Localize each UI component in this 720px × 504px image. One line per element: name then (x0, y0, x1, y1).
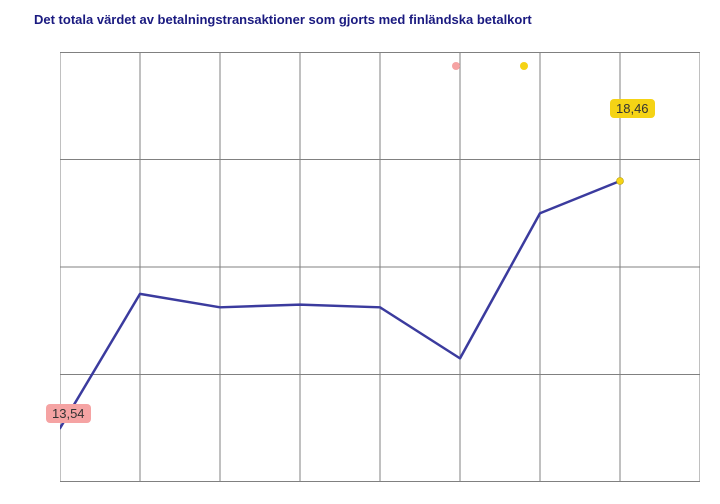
legend-dot-1 (520, 62, 528, 70)
legend-item-1 (520, 62, 528, 70)
legend-item-0 (452, 62, 460, 70)
chart-legend (452, 62, 528, 70)
data-label-first: 13,54 (46, 404, 91, 423)
chart-svg (60, 52, 700, 482)
legend-dot-0 (452, 62, 460, 70)
chart-plot (60, 52, 700, 482)
chart-title: Det totala värdet av betalningstransakti… (34, 12, 532, 27)
data-label-last: 18,46 (610, 99, 655, 118)
